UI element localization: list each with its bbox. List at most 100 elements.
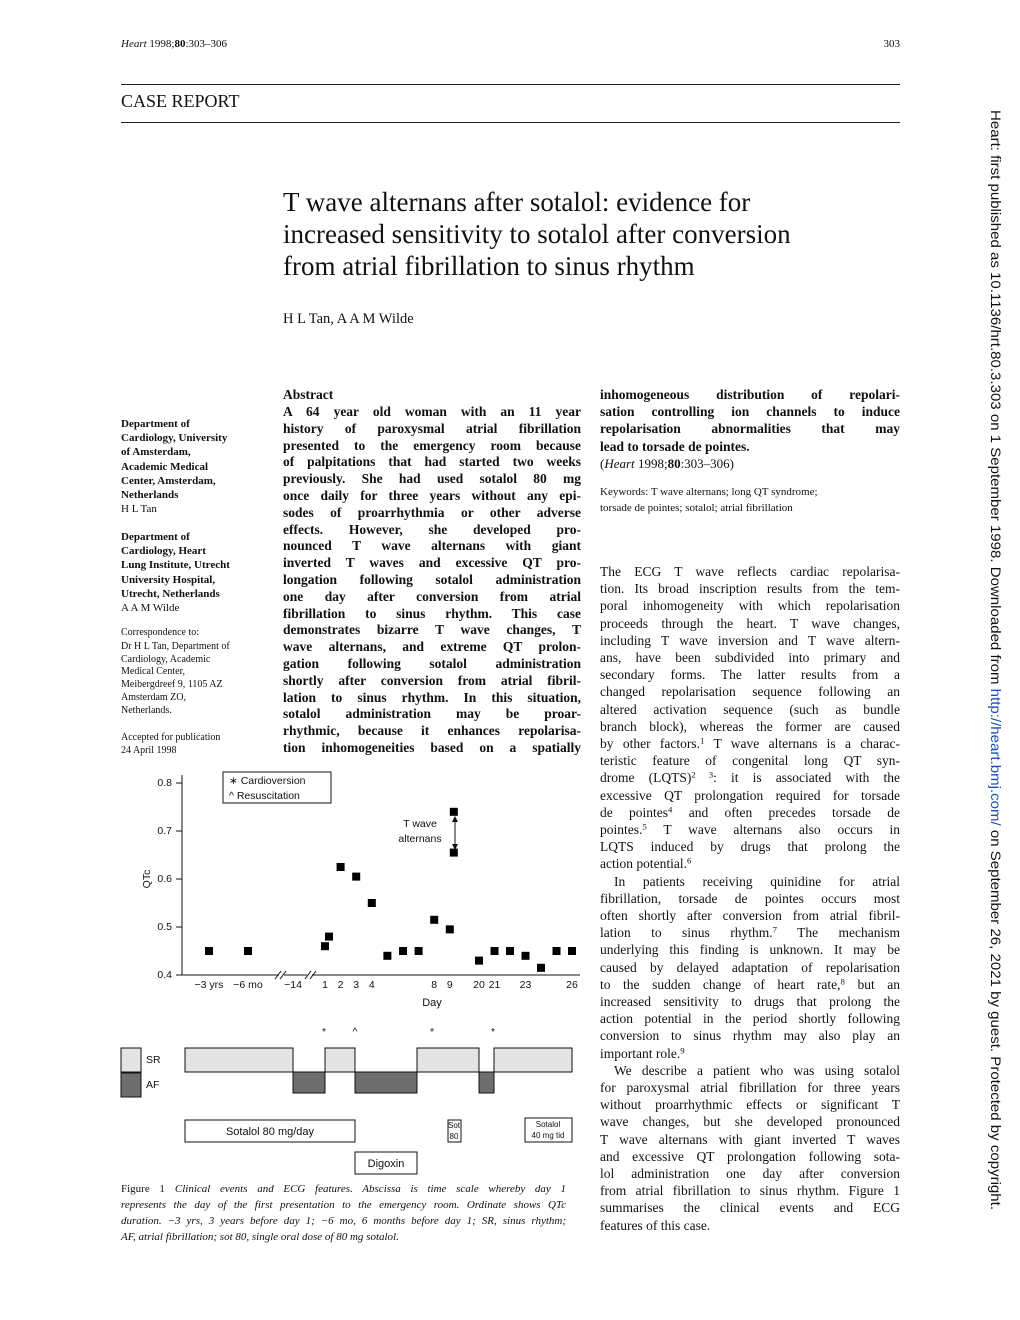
body-line: poral inhomogeneity with which repolaris… [600, 597, 900, 615]
abstract-line: inhomogeneous distribution of repolari- [600, 386, 900, 404]
data-point [552, 947, 561, 955]
line-content: (Heart 1998;80:303–306) [600, 456, 734, 471]
axis-break [309, 970, 317, 980]
line-content: represents the day of the first presenta… [121, 1199, 566, 1211]
line-content: rhythmic, because it enhances repolarisa… [283, 723, 581, 738]
drug-label: 80 [450, 1132, 459, 1141]
text: effects. However, she developed pro- [283, 521, 581, 537]
line-content: caused by delayed adaptation of repolari… [600, 960, 900, 975]
body-line: from atrial fibrillation to sinus rhythm… [600, 1182, 900, 1200]
text: represents the day of the first presenta… [121, 1199, 566, 1211]
text: once daily for three years without any e… [283, 488, 581, 503]
line-content: lead to torsade de pointes. [600, 439, 750, 454]
line-content: presented to the emergency room because [283, 438, 581, 453]
data-point [325, 932, 333, 941]
abstract-line: lation to sinus rhythm. In this situatio… [283, 689, 581, 707]
line-content: inverted T waves and excessive QT pro- [283, 555, 581, 570]
text: The mechanism [776, 925, 900, 941]
title: T wave alternans after sotalol: evidence… [283, 186, 791, 282]
body-line: fibrillation, torsade de pointes occurs … [600, 890, 900, 908]
text: often shortly after conversion from atri… [600, 908, 900, 923]
body-line: action potential.6 [600, 855, 900, 873]
text: lation to sinus rhythm. In this situatio… [283, 689, 581, 705]
data-point [521, 951, 530, 960]
affiliation-line: Department of [121, 531, 190, 543]
event-marker: * [322, 1026, 326, 1038]
text: action potential. [600, 856, 687, 872]
correspondence-line: Cardiology, Academic [121, 653, 211, 665]
text: pointes. [600, 822, 643, 837]
text: nounced T wave alternans with giant [283, 538, 581, 554]
af-bar [292, 1071, 326, 1094]
caption-line: duration. −3 yrs, 3 years before day 1; … [121, 1212, 566, 1230]
keywords-line: torsade de pointes; sotalol; atrial fibr… [600, 499, 900, 517]
affiliation-line: Netherlands [121, 489, 179, 502]
text: Clinical events and ECG features. Abscis… [174, 1183, 566, 1195]
abstract-line: gation following sotalol administration [283, 655, 581, 673]
line-content: LQTS induced by drugs that prolong the [600, 839, 900, 854]
x-tick-label: 9 [447, 979, 453, 991]
line-content: to the sudden change of heart rate,8 but… [600, 977, 900, 992]
drug-bar [524, 1117, 573, 1143]
link[interactable]: http://heart.bmj.com/ [988, 689, 1004, 826]
side-note-text: Heart: first published as 10.1136/hrt.80… [988, 110, 1004, 689]
line-content: fibrillation, torsade de pointes occurs … [600, 891, 900, 906]
line-content: effects. However, she developed pro- [283, 522, 581, 537]
text: secondary forms. The latter results from… [600, 667, 900, 683]
body-line: drome (LQTS)2 3: it is associated with t… [600, 769, 900, 787]
body-line: excessive QT prolongation required for t… [600, 787, 900, 805]
text: demonstrates bizarre T wave changes, T [283, 622, 581, 638]
text: gation following sotalol administration [283, 656, 581, 671]
x-tick-label: −6 mo [233, 979, 263, 991]
rule [121, 84, 900, 85]
annotation: T wave [403, 818, 437, 830]
line-content: In patients receiving quinidine for atri… [614, 874, 900, 889]
line-content: of palpitations that had started two wee… [283, 454, 581, 469]
y-axis-label: QTc [141, 870, 153, 889]
text: Heart [121, 38, 147, 50]
abstract-line: sodes of proarrhythmia or other adverse [283, 504, 581, 522]
legend-entry: ∗ Cardioversion [229, 775, 306, 787]
text: lead to torsade de pointes. [600, 438, 750, 454]
line-content: fibrillation to sinus rhythm. This case [283, 606, 581, 621]
body-line: The ECG T wave reflects cardiac repolari… [600, 563, 900, 581]
text: of palpitations that had started two wee… [283, 454, 581, 470]
data-point [506, 947, 514, 955]
text: 80 [174, 38, 186, 50]
text: wave alternans, and extreme QT prolon- [283, 639, 581, 655]
body-line: underlying this finding is unknown. It m… [600, 941, 900, 959]
line-content: branch block), whereas the former are ca… [600, 719, 900, 734]
line-content: The ECG T wave reflects cardiac repolari… [600, 564, 900, 579]
data-point [537, 963, 545, 972]
x-tick-label: 23 [520, 979, 532, 991]
text: 80 [667, 456, 681, 471]
text: increased sensitivity to drugs that prol… [600, 994, 900, 1009]
line-content: lol administration one day after convers… [600, 1166, 900, 1181]
line-content: wave alternans, and extreme QT prolon- [283, 639, 581, 654]
axis-break [274, 970, 282, 980]
y-tick-label: 0.8 [157, 777, 172, 789]
caption-line: AF, atrial fibrillation; sot 80, single … [121, 1228, 566, 1246]
affiliation-line: of Amsterdam, [121, 446, 191, 459]
author-name: A A M Wilde [121, 602, 180, 615]
drug-bar [184, 1119, 356, 1143]
body-line: proceeds through the heart. T wave chang… [600, 615, 900, 633]
abstract-line: rhythmic, because it enhances repolarisa… [283, 722, 581, 740]
text: A 64 year old woman with an 11 year [283, 404, 581, 419]
text: torsade de pointes; sotalol; atrial fibr… [600, 502, 793, 514]
annotation: alternans [398, 833, 441, 845]
line-content: Keywords: T wave alternans; long QT synd… [600, 486, 818, 498]
text: and often precedes torsade de [672, 804, 900, 820]
drug-label: Sotalol [536, 1120, 561, 1129]
running-header: Heart 1998;80:303–306 [121, 38, 227, 50]
x-tick-label: −14 [284, 979, 302, 991]
text: presented to the emergency room because [283, 437, 581, 453]
line-content: ans, have been subdivided into primary a… [600, 650, 900, 665]
line-content: proceeds through the heart. T wave chang… [600, 616, 900, 631]
drug-bar [354, 1151, 418, 1175]
abstract-line: demonstrates bizarre T wave changes, T [283, 621, 581, 639]
drug-label: Sotalol 80 mg/day [226, 1126, 315, 1138]
y-tick-label: 0.5 [157, 921, 172, 933]
body-line: without proarrhythmic effects or signifi… [600, 1096, 900, 1114]
body-line: lol administration one day after convers… [600, 1165, 900, 1183]
